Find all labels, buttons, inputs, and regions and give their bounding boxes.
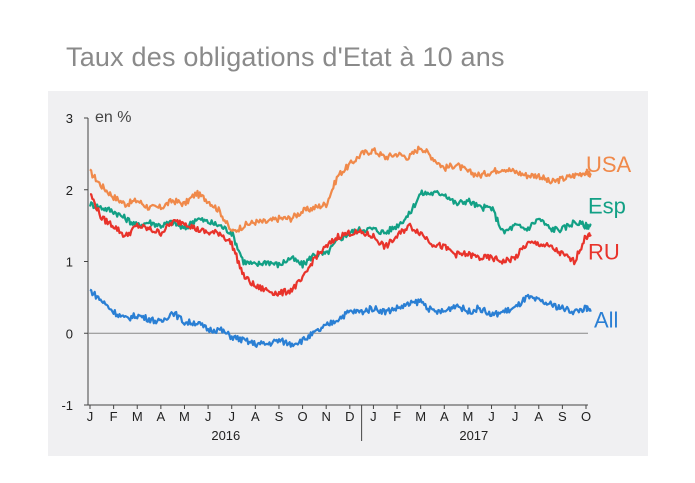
y-tick-label: 1 — [66, 255, 73, 270]
chart-title: Taux des obligations d'Etat à 10 ans — [66, 42, 505, 72]
y-tick-label: 3 — [66, 111, 73, 126]
x-tick-label: M — [179, 409, 190, 424]
y-tick-label: 0 — [66, 326, 73, 341]
year-label: 2017 — [459, 428, 488, 443]
x-tick-label: J — [87, 409, 94, 424]
x-tick-label: S — [558, 409, 567, 424]
x-tick-label: J — [370, 409, 377, 424]
series-label-usa: USA — [586, 152, 632, 177]
series-label-esp: Esp — [588, 193, 626, 218]
series-line-all — [89, 288, 592, 348]
x-tick-label: J — [512, 409, 519, 424]
y-tick-label: -1 — [61, 398, 73, 413]
y-tick-label: 2 — [66, 183, 73, 198]
x-tick-label: A — [251, 409, 260, 424]
series-label-ru: RU — [588, 239, 620, 264]
x-tick-label: D — [345, 409, 354, 424]
x-tick-label: J — [205, 409, 212, 424]
x-tick-label: M — [132, 409, 143, 424]
year-label: 2016 — [211, 428, 240, 443]
x-tick-label: S — [275, 409, 284, 424]
x-tick-label: J — [488, 409, 495, 424]
x-tick-label: F — [393, 409, 401, 424]
x-tick-label: O — [298, 409, 308, 424]
x-tick-label: M — [415, 409, 426, 424]
series-line-ru — [89, 193, 592, 297]
x-tick-label: M — [462, 409, 473, 424]
series-label-all: All — [594, 308, 618, 333]
x-tick-label: F — [110, 409, 118, 424]
x-tick-label: N — [321, 409, 330, 424]
x-tick-label: O — [581, 409, 591, 424]
x-tick-label: A — [440, 409, 449, 424]
y-axis-unit: en % — [95, 109, 131, 126]
x-tick-label: A — [534, 409, 543, 424]
plot-panel — [48, 91, 648, 456]
x-tick-label: A — [157, 409, 166, 424]
series-line-usa — [89, 145, 592, 236]
x-tick-label: J — [228, 409, 235, 424]
